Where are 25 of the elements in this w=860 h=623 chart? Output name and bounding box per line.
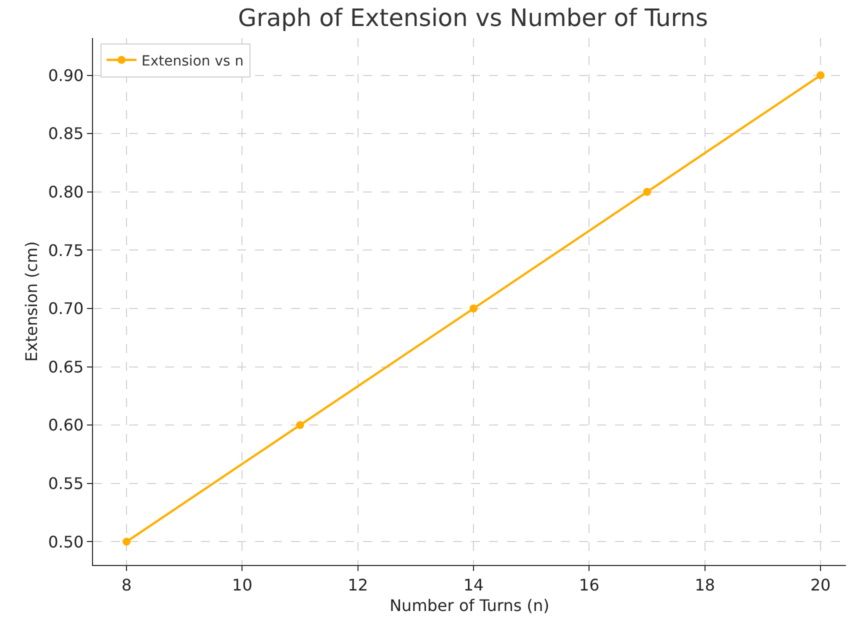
y-tick-label: 0.60	[48, 416, 84, 435]
point	[816, 71, 825, 80]
y-tick-label: 0.70	[48, 299, 84, 318]
legend-label: Extension vs n	[142, 53, 244, 70]
point	[296, 421, 304, 430]
x-tick-label: 16	[579, 575, 600, 594]
x-tick-label: 18	[694, 575, 716, 594]
point	[122, 538, 131, 546]
y-axis-title: Extension (cm)	[22, 241, 41, 362]
x-tick-label: 8	[121, 575, 132, 594]
x-tick-label: 12	[348, 575, 368, 594]
point	[470, 304, 478, 312]
point	[643, 188, 652, 196]
y-tick-label: 0.80	[48, 182, 84, 202]
x-tick-label: 14	[463, 575, 484, 594]
x-axis-title: Number of Turns (n)	[390, 596, 550, 615]
y-tick-label: 0.90	[48, 66, 84, 85]
y-tick-label: 0.65	[48, 357, 84, 376]
x-tick-label: 10	[232, 575, 252, 594]
y-tick-label: 0.85	[48, 124, 84, 144]
y-tick-label: 0.50	[48, 532, 84, 552]
x-tick-label: 20	[810, 575, 831, 594]
y-tick-label: 0.75	[48, 240, 84, 260]
y-tick-label: 0.55	[48, 474, 84, 493]
chart-title: Graph of Extension vs Number of Turns	[238, 4, 708, 32]
